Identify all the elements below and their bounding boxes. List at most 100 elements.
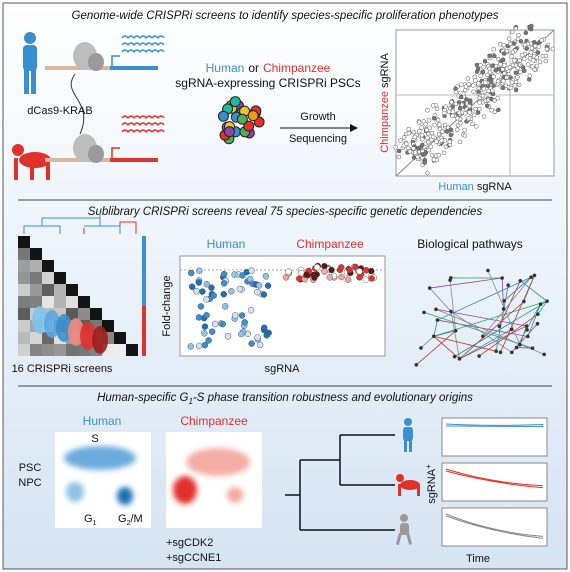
point bbox=[406, 126, 412, 132]
point bbox=[455, 127, 460, 132]
point bbox=[450, 104, 455, 109]
edge bbox=[482, 276, 532, 337]
node bbox=[524, 324, 529, 328]
heat-cell bbox=[30, 332, 42, 344]
node bbox=[526, 334, 530, 339]
section-title: Sublibrary CRISPRi screens reveal 75 spe… bbox=[88, 206, 483, 218]
point bbox=[443, 144, 449, 150]
point bbox=[425, 131, 431, 137]
point bbox=[448, 127, 454, 133]
heat-cell bbox=[54, 344, 66, 356]
point bbox=[247, 307, 255, 314]
point bbox=[458, 90, 463, 96]
point bbox=[446, 109, 452, 114]
wave bbox=[121, 122, 165, 127]
point bbox=[321, 268, 328, 275]
heat-cell bbox=[54, 296, 66, 308]
heat-cell bbox=[126, 344, 138, 356]
point bbox=[188, 283, 196, 290]
heat-cell bbox=[30, 260, 42, 272]
cell bbox=[236, 113, 248, 125]
point bbox=[256, 341, 264, 349]
node bbox=[419, 346, 423, 350]
edge bbox=[429, 277, 503, 289]
node bbox=[538, 302, 543, 307]
point bbox=[489, 96, 494, 102]
point bbox=[532, 48, 538, 53]
point bbox=[501, 63, 507, 68]
point bbox=[393, 145, 398, 150]
point bbox=[518, 69, 523, 75]
heat-cell bbox=[42, 284, 54, 296]
species-label: Human bbox=[207, 237, 246, 251]
point bbox=[425, 170, 430, 176]
point bbox=[468, 98, 473, 103]
point bbox=[197, 303, 205, 310]
point bbox=[303, 271, 310, 278]
point bbox=[543, 53, 549, 59]
dna-human bbox=[45, 42, 158, 71]
point bbox=[474, 62, 480, 68]
edge bbox=[495, 285, 509, 352]
point bbox=[441, 150, 447, 156]
species-bar bbox=[142, 236, 146, 306]
point bbox=[422, 160, 427, 165]
point bbox=[411, 129, 417, 135]
heat-cell bbox=[30, 344, 42, 356]
point bbox=[450, 113, 455, 119]
facs-density bbox=[64, 446, 250, 505]
species-label: Human bbox=[83, 414, 122, 428]
screen-figure bbox=[56, 314, 72, 342]
point bbox=[495, 78, 501, 84]
point bbox=[508, 41, 513, 47]
cell bbox=[247, 110, 259, 122]
node bbox=[434, 307, 438, 312]
x-axis-label: sgRNA bbox=[265, 363, 301, 375]
node bbox=[449, 276, 453, 280]
point bbox=[436, 131, 442, 137]
step: Sequencing bbox=[289, 133, 347, 145]
point bbox=[431, 157, 437, 162]
wave bbox=[121, 42, 165, 47]
network-label: Biological pathways bbox=[417, 237, 522, 251]
heat-cell bbox=[66, 344, 78, 356]
point bbox=[473, 78, 478, 83]
cell-cluster bbox=[217, 96, 265, 145]
point bbox=[476, 81, 481, 86]
node bbox=[453, 328, 458, 333]
point bbox=[425, 135, 430, 141]
phase-label: G1 bbox=[84, 513, 97, 527]
heat-cell bbox=[42, 296, 54, 308]
heat-cell bbox=[18, 296, 30, 308]
point bbox=[543, 58, 549, 64]
node bbox=[536, 312, 540, 316]
point bbox=[196, 267, 203, 275]
point bbox=[526, 77, 532, 82]
point bbox=[429, 137, 434, 143]
point bbox=[423, 122, 428, 127]
edge bbox=[459, 328, 512, 360]
point bbox=[201, 341, 209, 349]
y-axis-label: ChimpanzeesgRNA bbox=[379, 53, 391, 153]
point bbox=[203, 281, 211, 288]
point bbox=[475, 66, 481, 72]
point bbox=[432, 122, 437, 128]
point bbox=[473, 106, 478, 112]
point bbox=[509, 29, 515, 35]
point bbox=[422, 151, 428, 157]
point bbox=[458, 120, 463, 126]
point bbox=[470, 121, 475, 127]
point bbox=[513, 70, 519, 75]
point bbox=[516, 82, 522, 88]
point bbox=[264, 282, 272, 289]
point bbox=[313, 271, 320, 278]
node bbox=[506, 283, 510, 287]
point bbox=[493, 68, 498, 73]
point bbox=[522, 56, 527, 62]
point bbox=[458, 94, 464, 100]
point bbox=[220, 280, 228, 287]
node bbox=[497, 324, 502, 329]
point bbox=[535, 50, 541, 55]
heat-cell bbox=[30, 284, 42, 296]
